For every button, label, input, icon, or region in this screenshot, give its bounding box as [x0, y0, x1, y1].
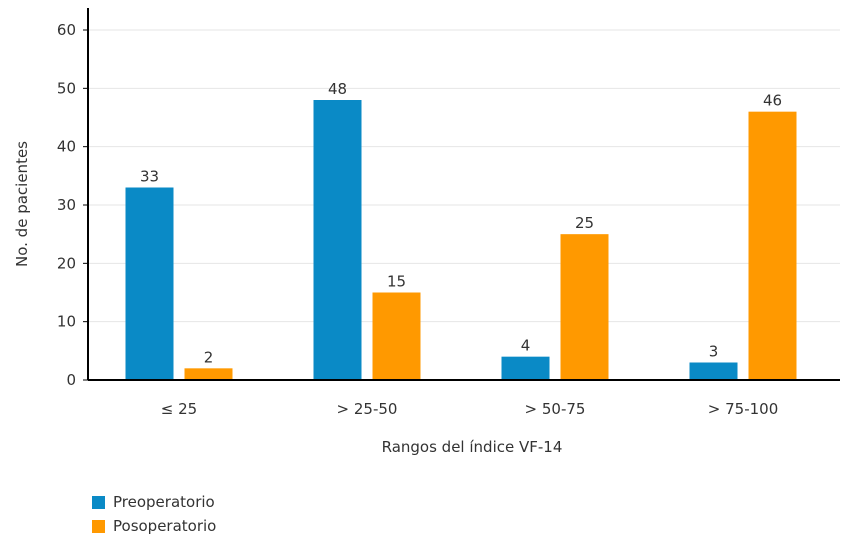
legend-swatch-preoperatorio — [92, 495, 105, 509]
y-tick-label: 50 — [57, 79, 76, 97]
x-category-label: > 75-100 — [708, 400, 778, 418]
legend-item-posoperatorio: Posoperatorio — [92, 514, 216, 538]
data-label: 4 — [521, 337, 531, 355]
bar-preoperatorio-1 — [313, 100, 362, 380]
bar-posoperatorio-0 — [184, 368, 233, 380]
legend-label-posoperatorio: Posoperatorio — [113, 517, 217, 535]
bar-posoperatorio-2 — [560, 234, 609, 380]
data-labels: 33 2 48 15 4 25 3 46 — [140, 80, 782, 366]
legend: Preoperatorio Posoperatorio — [92, 490, 216, 538]
legend-label-preoperatorio: Preoperatorio — [113, 493, 215, 511]
x-axis-title: Rangos del índice VF-14 — [382, 438, 563, 456]
y-axis-title: No. de pacientes — [13, 141, 31, 267]
axes: 0 10 20 30 40 50 60 ≤ 25 > 25-50 > 50-75 > 75-100 — [57, 8, 840, 418]
legend-item-preoperatorio: Preoperatorio — [92, 490, 216, 514]
y-tick-label: 40 — [57, 138, 76, 156]
bar-chart: 33 2 48 15 4 25 3 46 0 10 20 30 40 50 60 ≤ 25 > 25-50 > … — [13, 8, 840, 456]
bar-preoperatorio-3 — [689, 362, 738, 380]
y-tick-label: 10 — [57, 313, 76, 331]
data-label: 15 — [387, 273, 406, 291]
bar-preoperatorio-0 — [125, 187, 174, 380]
y-tick-label: 20 — [57, 254, 76, 272]
y-tick-label: 60 — [57, 21, 76, 39]
x-category-label: > 50-75 — [525, 400, 586, 418]
bar-posoperatorio-3 — [748, 111, 797, 381]
gridlines — [88, 29, 840, 323]
bar-preoperatorio-2 — [501, 356, 550, 380]
bars — [125, 100, 797, 381]
y-tick-label: 30 — [57, 196, 76, 214]
y-tick-label: 0 — [66, 371, 76, 389]
legend-swatch-posoperatorio — [92, 519, 105, 533]
data-label: 2 — [204, 348, 214, 366]
data-label: 25 — [575, 214, 594, 232]
data-label: 48 — [328, 80, 347, 98]
x-category-label: ≤ 25 — [161, 400, 197, 418]
x-category-label: > 25-50 — [337, 400, 398, 418]
bar-posoperatorio-1 — [372, 292, 421, 380]
data-label: 46 — [763, 92, 782, 110]
data-label: 3 — [709, 343, 719, 361]
data-label: 33 — [140, 168, 159, 186]
